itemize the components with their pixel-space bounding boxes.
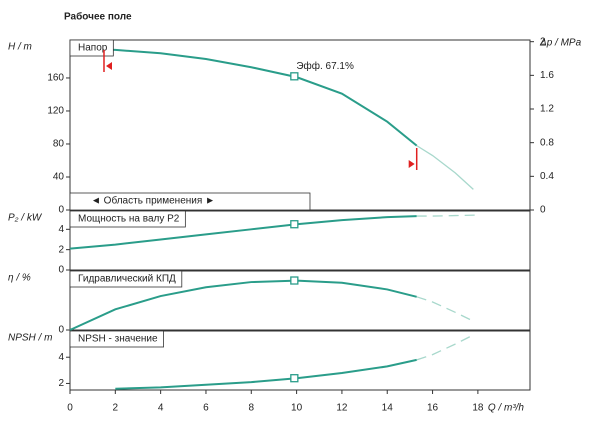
x-tick-label: 16: [427, 403, 439, 414]
x-axis-label: Q / m³/h: [488, 403, 525, 414]
series-label-box: [69, 270, 183, 288]
duty-point: [290, 220, 299, 229]
x-tick-label: 2: [113, 403, 119, 414]
series-label: Мощность на валу P2: [78, 214, 180, 225]
series-label-box: [69, 210, 186, 228]
panel-frame: [69, 330, 531, 391]
range-arrow: [105, 62, 112, 70]
series-label-box: [69, 39, 114, 57]
y2-axis-label: Δp / MPa: [539, 38, 582, 49]
y2-tick-label: 0.4: [540, 171, 554, 182]
x-tick-label: 8: [248, 403, 254, 414]
application-box: [69, 192, 311, 211]
y-tick-label: 160: [47, 73, 64, 84]
y-tick-label: 4: [58, 224, 64, 235]
annotation: Эфф. 67.1%: [296, 60, 354, 72]
panel-frame: [69, 270, 531, 331]
duty-point: [290, 374, 299, 383]
series-line: [416, 296, 474, 322]
x-tick-label: 18: [472, 403, 484, 414]
y2-tick-label: 0: [540, 205, 546, 216]
chart-title: Рабочее поле: [64, 11, 132, 23]
series-line: [69, 279, 417, 331]
application-label: ◄ Область применения ►: [91, 195, 215, 207]
x-tick-label: 10: [291, 403, 303, 414]
duty-point: [290, 276, 299, 285]
y-tick-label: 2: [58, 378, 64, 389]
panel-frame: [69, 210, 531, 271]
series-line: [416, 214, 478, 217]
x-tick-label: 14: [382, 403, 394, 414]
series-label: Напор: [78, 43, 108, 54]
x-tick-label: 12: [336, 403, 348, 414]
series-line: [416, 334, 474, 361]
y-axis-label: NPSH / m: [8, 333, 52, 344]
y2-tick-label: 0.8: [540, 137, 554, 148]
series-line: [416, 145, 474, 190]
y-tick-label: 0: [58, 265, 64, 276]
y-tick-label: 40: [53, 172, 65, 183]
y-tick-label: 80: [53, 139, 65, 150]
range-arrow: [408, 160, 415, 168]
y2-tick-label: 1.6: [540, 70, 554, 81]
y-tick-label: 120: [47, 106, 64, 117]
y-tick-label: 0: [58, 205, 64, 216]
y2-tick-label: 1.2: [540, 104, 554, 115]
x-tick-label: 0: [67, 403, 73, 414]
series-line: [69, 215, 417, 250]
y-tick-label: 0: [58, 325, 64, 336]
series-label: Гидравлический КПД: [78, 274, 176, 285]
series-label: NPSH - значение: [78, 334, 158, 345]
series-label-box: [69, 330, 164, 348]
series-line: [69, 48, 418, 147]
x-tick-label: 4: [158, 403, 164, 414]
duty-point: [290, 72, 299, 81]
y-tick-label: 4: [58, 352, 64, 363]
y-axis-label: η / %: [8, 273, 31, 284]
y2-tick-label: 2: [540, 36, 546, 47]
series-line: [115, 358, 417, 390]
y-tick-label: 2: [58, 244, 64, 255]
y-axis-label: P₂ / kW: [8, 213, 43, 224]
y-axis-label: H / m: [8, 42, 32, 53]
x-tick-label: 6: [203, 403, 209, 414]
